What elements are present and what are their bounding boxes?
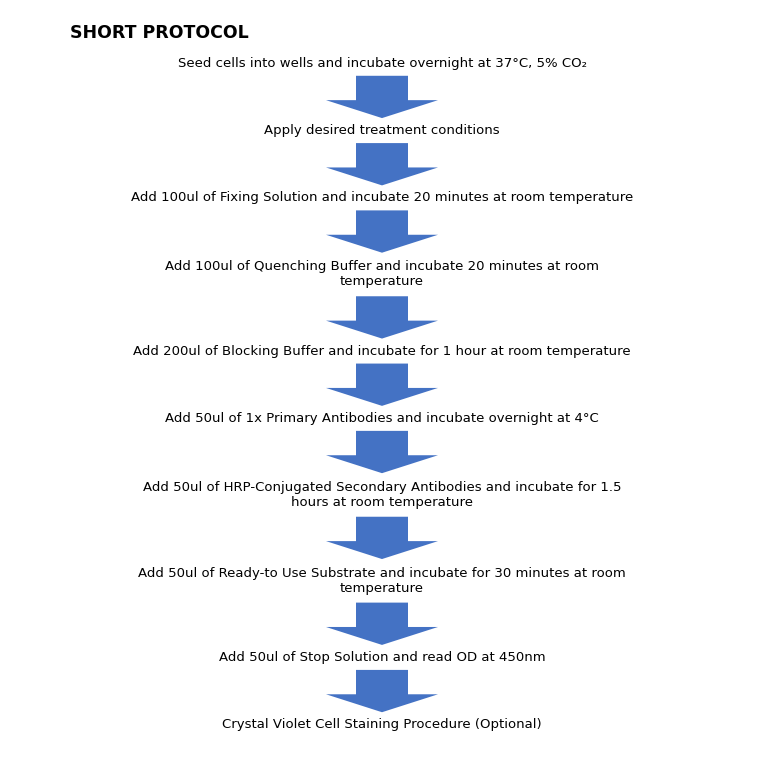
Text: Add 100ul of Quenching Buffer and incubate 20 minutes at room
temperature: Add 100ul of Quenching Buffer and incuba… — [165, 261, 599, 289]
Text: Add 50ul of Ready-to Use Substrate and incubate for 30 minutes at room
temperatu: Add 50ul of Ready-to Use Substrate and i… — [138, 567, 626, 595]
Polygon shape — [326, 76, 438, 118]
Polygon shape — [326, 210, 438, 253]
Polygon shape — [326, 364, 438, 406]
Polygon shape — [326, 143, 438, 186]
Text: Add 200ul of Blocking Buffer and incubate for 1 hour at room temperature: Add 200ul of Blocking Buffer and incubat… — [133, 345, 631, 358]
Polygon shape — [326, 516, 438, 559]
Text: Add 50ul of HRP-Conjugated Secondary Antibodies and incubate for 1.5
hours at ro: Add 50ul of HRP-Conjugated Secondary Ant… — [143, 481, 621, 509]
Text: Crystal Violet Cell Staining Procedure (Optional): Crystal Violet Cell Staining Procedure (… — [222, 718, 542, 731]
Text: Add 50ul of Stop Solution and read OD at 450nm: Add 50ul of Stop Solution and read OD at… — [219, 651, 545, 664]
Text: Apply desired treatment conditions: Apply desired treatment conditions — [264, 124, 500, 137]
Text: Seed cells into wells and incubate overnight at 37°C, 5% CO₂: Seed cells into wells and incubate overn… — [177, 57, 587, 70]
Polygon shape — [326, 603, 438, 645]
Text: Add 50ul of 1x Primary Antibodies and incubate overnight at 4°C: Add 50ul of 1x Primary Antibodies and in… — [165, 412, 599, 425]
Text: Add 100ul of Fixing Solution and incubate 20 minutes at room temperature: Add 100ul of Fixing Solution and incubat… — [131, 192, 633, 205]
Polygon shape — [326, 670, 438, 712]
Polygon shape — [326, 431, 438, 473]
Text: SHORT PROTOCOL: SHORT PROTOCOL — [70, 24, 249, 42]
Polygon shape — [326, 296, 438, 338]
